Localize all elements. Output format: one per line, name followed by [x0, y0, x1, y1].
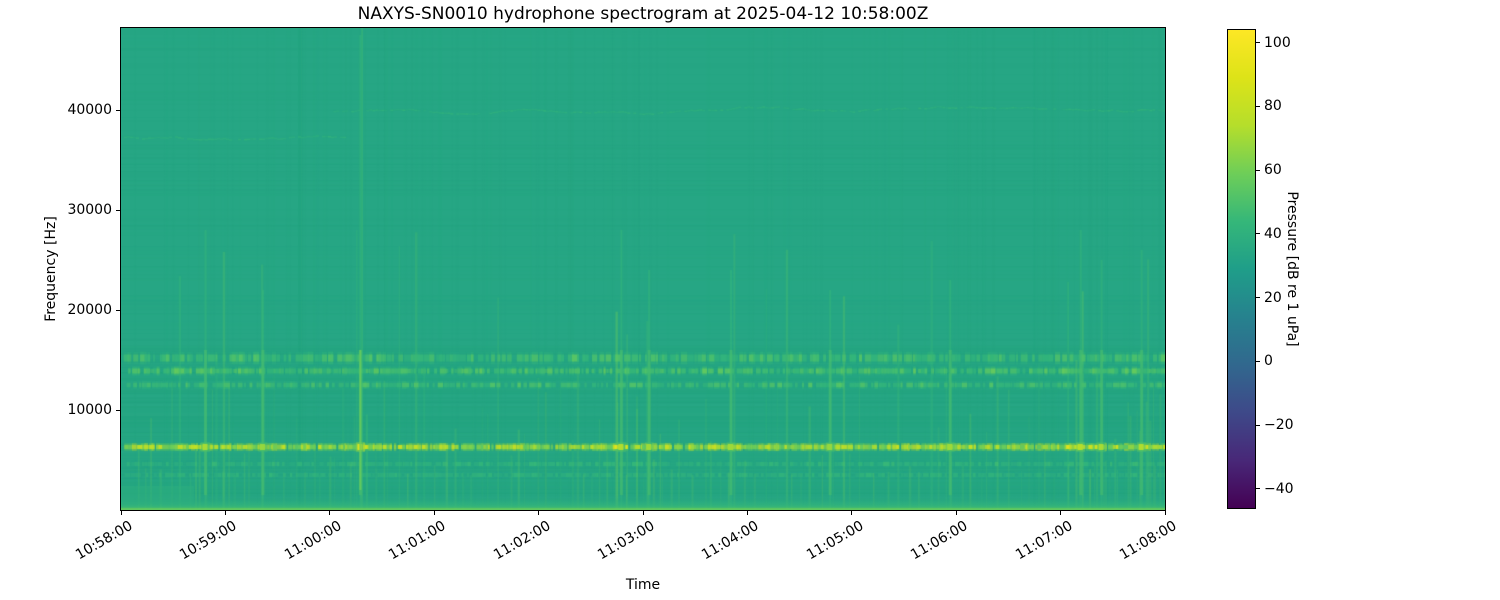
colorbar-tick-label: 60 [1264, 162, 1282, 179]
colorbar-tick-label: 100 [1264, 34, 1291, 51]
colorbar-tick-mark [1256, 488, 1260, 490]
colorbar-gradient [1228, 30, 1255, 508]
colorbar-tick-mark [1256, 424, 1260, 426]
colorbar-tick-label: 80 [1264, 98, 1282, 115]
x-tick-mark [1164, 511, 1166, 515]
x-tick-mark [329, 511, 331, 515]
x-tick-mark [1060, 511, 1062, 515]
colorbar-tick-label: −20 [1264, 417, 1294, 434]
plot-area [120, 27, 1166, 511]
colorbar-tick-mark [1256, 105, 1260, 107]
y-tick-label: 10000 [67, 402, 112, 418]
y-tick-mark [116, 209, 120, 211]
y-tick-label: 40000 [67, 102, 112, 118]
colorbar-tick-mark [1256, 297, 1260, 299]
x-tick-mark [120, 511, 122, 515]
colorbar-tick-mark [1256, 233, 1260, 235]
colorbar [1227, 29, 1256, 509]
colorbar-tick-label: 0 [1264, 353, 1273, 370]
x-tick-mark [433, 511, 435, 515]
x-axis-label: Time [625, 577, 661, 593]
colorbar-label: Pressure [dB re 1 uPa] [1284, 191, 1300, 347]
x-tick-mark [224, 511, 226, 515]
x-tick-mark [642, 511, 644, 515]
colorbar-tick-label: 40 [1264, 225, 1282, 242]
x-tick-mark [538, 511, 540, 515]
y-tick-mark [116, 309, 120, 311]
x-tick-mark [851, 511, 853, 515]
spectrogram-heatmap [121, 28, 1165, 510]
chart-title: NAXYS-SN0010 hydrophone spectrogram at 2… [357, 4, 929, 24]
colorbar-tick-mark [1256, 169, 1260, 171]
colorbar-tick-mark [1256, 42, 1260, 44]
y-tick-mark [116, 409, 120, 411]
colorbar-tick-label: −40 [1264, 480, 1294, 497]
colorbar-tick-label: 20 [1264, 289, 1282, 306]
colorbar-tick-mark [1256, 360, 1260, 362]
y-axis-label: Frequency [Hz] [43, 216, 59, 322]
y-tick-label: 30000 [67, 202, 112, 218]
y-tick-mark [116, 109, 120, 111]
x-tick-mark [746, 511, 748, 515]
y-tick-label: 20000 [67, 302, 112, 318]
x-tick-mark [955, 511, 957, 515]
